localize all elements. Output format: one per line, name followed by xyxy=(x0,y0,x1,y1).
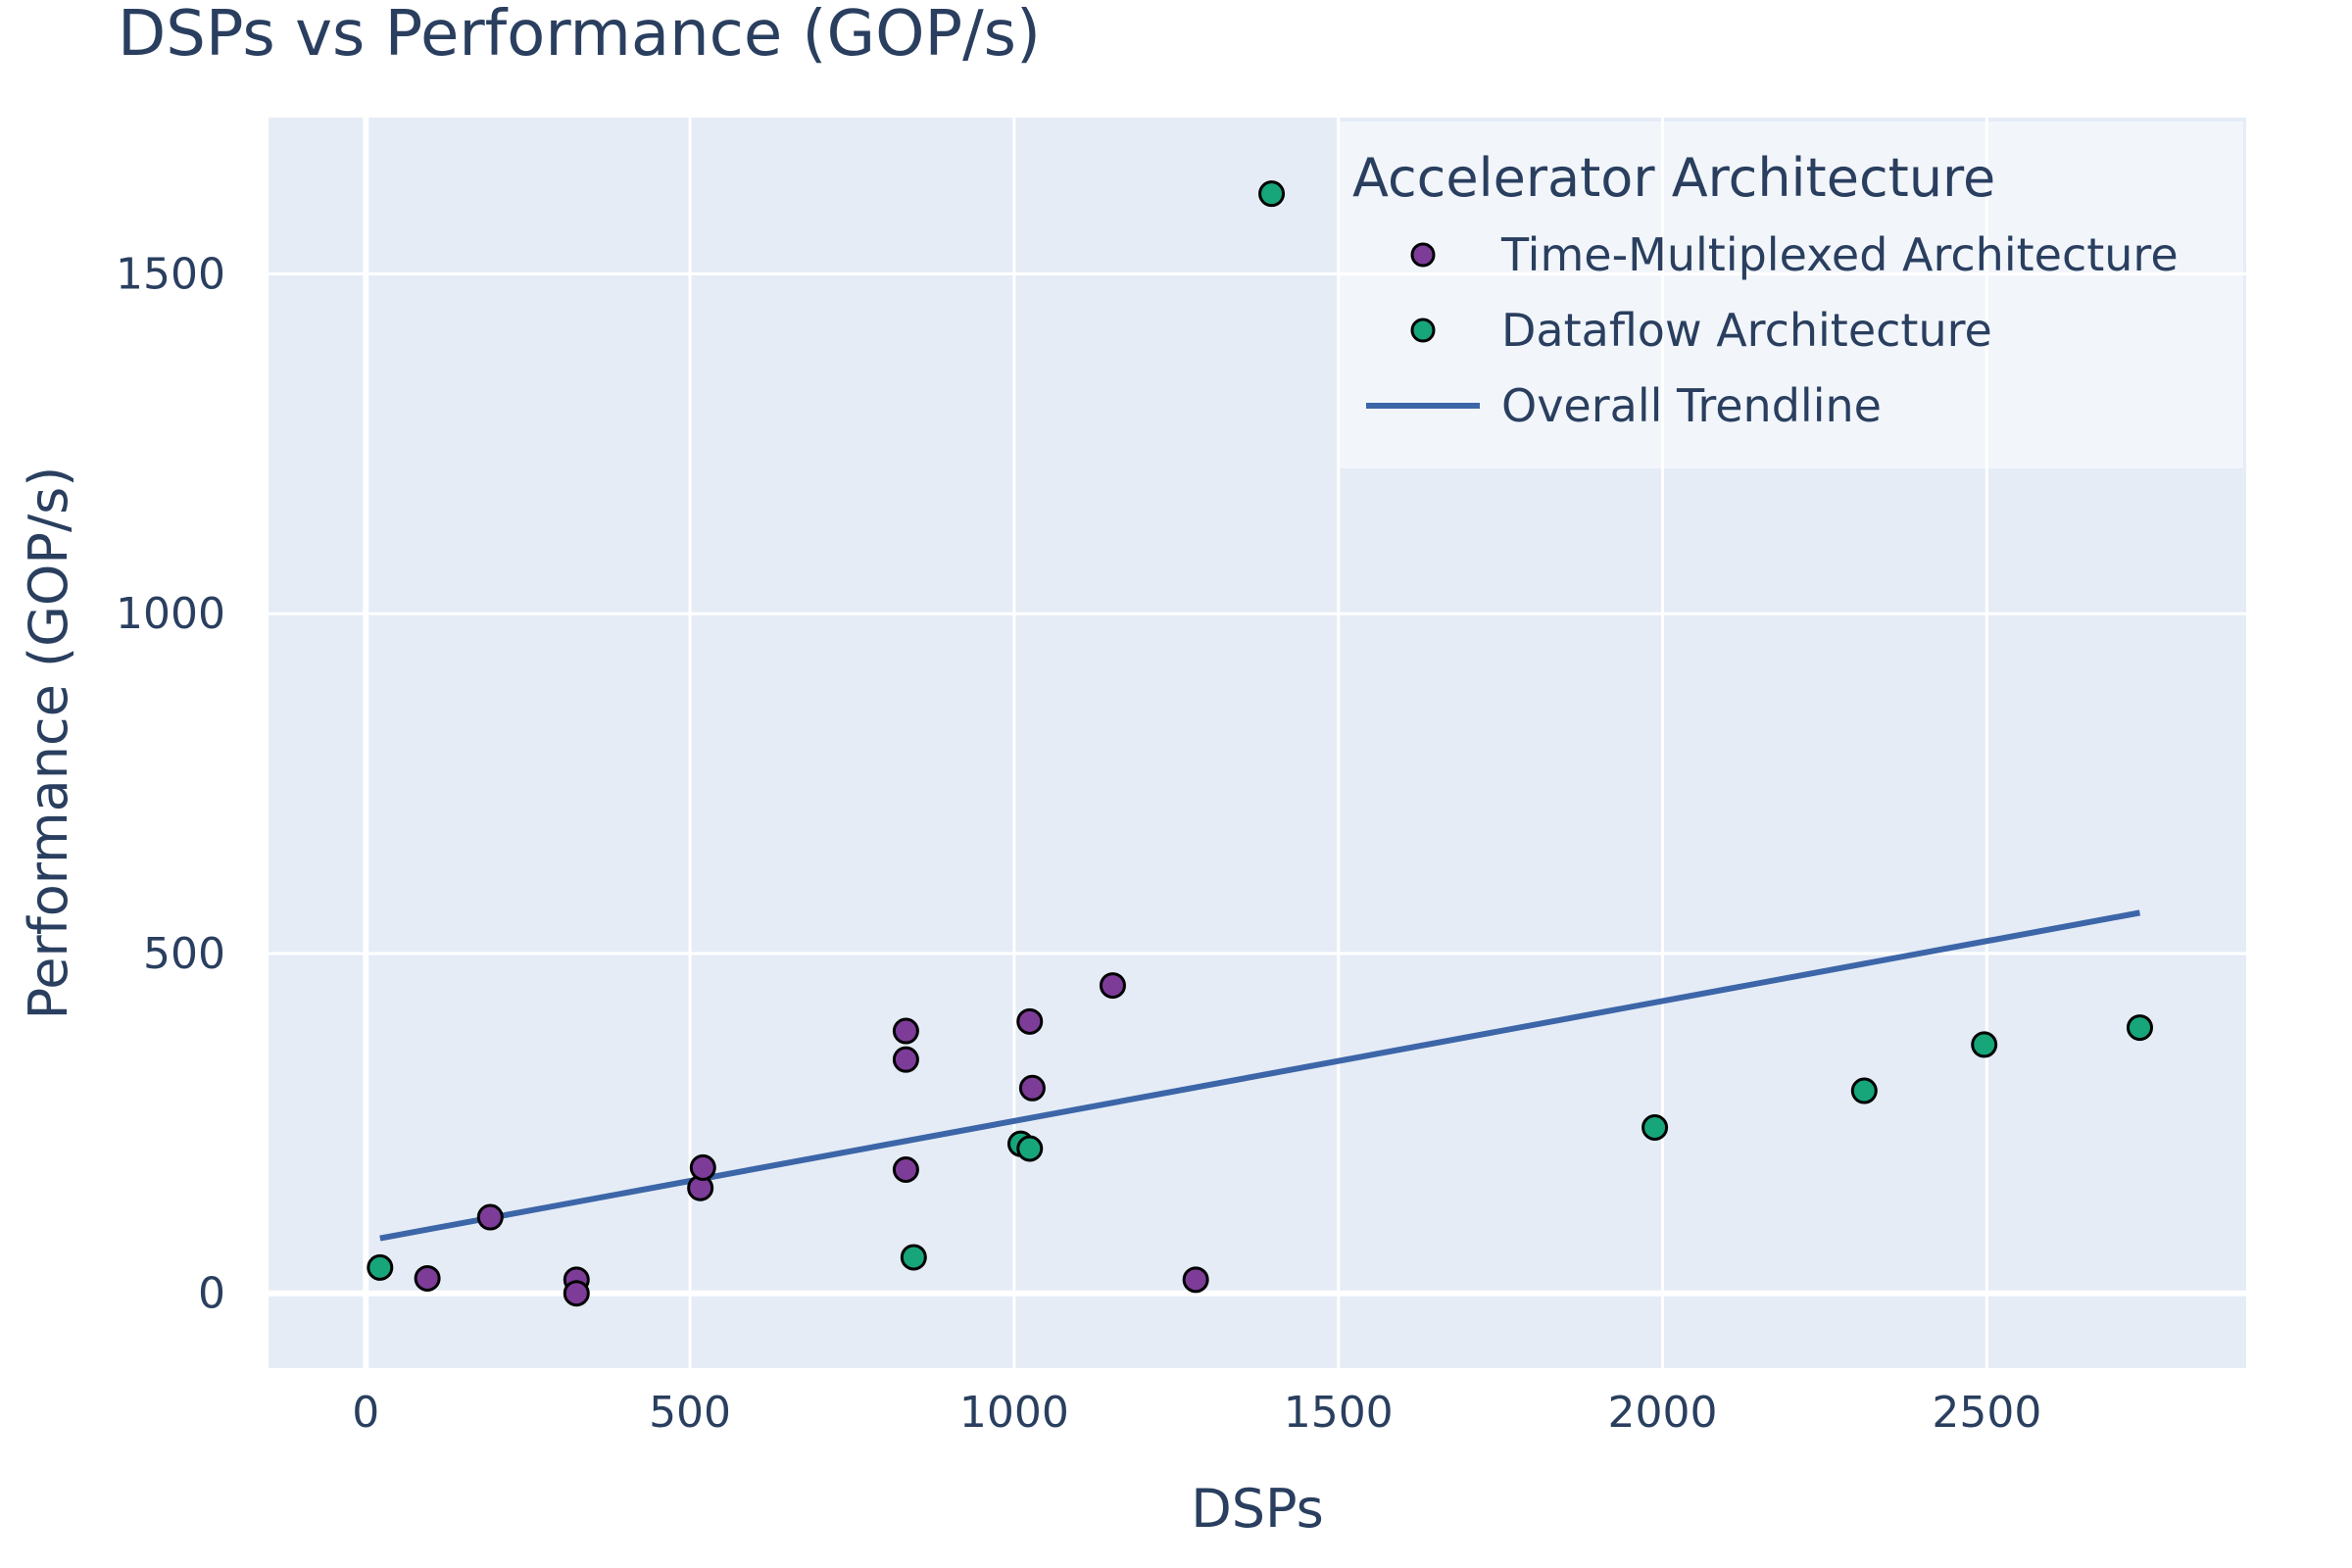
legend-title: Accelerator Architecture xyxy=(1352,147,1995,209)
data-point-time-multiplexed[interactable] xyxy=(563,1280,590,1307)
legend-label-dataflow[interactable]: Dataflow Architecture xyxy=(1501,304,1992,357)
trendline-layer xyxy=(379,909,2141,1242)
data-point-time-multiplexed[interactable] xyxy=(892,1156,919,1184)
y-tick-label: 500 xyxy=(143,929,225,979)
legend-label-time-multiplexed[interactable]: Time-Multiplexed Architecture xyxy=(1500,228,2179,281)
data-point-dataflow[interactable] xyxy=(1971,1031,1998,1058)
y-axis-ticks: 0 500 1000 1500 xyxy=(116,250,225,1319)
data-point-time-multiplexed[interactable] xyxy=(1018,1074,1046,1102)
data-point-time-multiplexed[interactable] xyxy=(1182,1266,1209,1294)
data-point-time-multiplexed[interactable] xyxy=(892,1017,919,1045)
x-axis-ticks: 0 500 1000 1500 2000 2500 xyxy=(352,1388,2041,1438)
y-tick-label: 0 xyxy=(198,1269,225,1319)
x-tick-label: 2500 xyxy=(1932,1388,2041,1438)
x-tick-label: 1500 xyxy=(1284,1388,1394,1438)
legend[interactable]: Accelerator Architecture Time-Multiplexe… xyxy=(1340,122,2243,468)
trendline[interactable] xyxy=(379,909,2141,1242)
legend-label-trendline[interactable]: Overall Trendline xyxy=(1501,379,1882,432)
data-point-dataflow[interactable] xyxy=(900,1244,927,1271)
y-tick-label: 1000 xyxy=(116,589,225,639)
chart-title: DSPs vs Performance (GOP/s) xyxy=(118,0,1041,71)
data-point-time-multiplexed[interactable] xyxy=(1099,972,1126,1000)
legend-marker-time-multiplexed xyxy=(1410,242,1436,268)
data-point-time-multiplexed[interactable] xyxy=(414,1264,441,1292)
data-point-time-multiplexed[interactable] xyxy=(689,1153,716,1181)
x-axis-title: DSPs xyxy=(1191,1478,1324,1540)
y-tick-label: 1500 xyxy=(116,250,225,300)
data-point-time-multiplexed[interactable] xyxy=(892,1046,919,1073)
y-axis-title: Performance (GOP/s) xyxy=(18,466,79,1020)
data-point-dataflow[interactable] xyxy=(1850,1077,1878,1104)
x-tick-label: 2000 xyxy=(1608,1388,1718,1438)
x-tick-label: 1000 xyxy=(959,1388,1069,1438)
x-tick-label: 500 xyxy=(649,1388,731,1438)
data-point-dataflow[interactable] xyxy=(1258,180,1286,208)
data-point-time-multiplexed[interactable] xyxy=(476,1203,504,1231)
data-point-dataflow[interactable] xyxy=(367,1253,394,1281)
legend-marker-dataflow xyxy=(1410,318,1436,343)
data-point-time-multiplexed[interactable] xyxy=(1016,1007,1044,1035)
x-tick-label: 0 xyxy=(352,1388,379,1438)
legend-background xyxy=(1340,122,2243,468)
data-point-dataflow[interactable] xyxy=(1642,1114,1669,1142)
points-layer xyxy=(367,180,2153,1307)
data-point-dataflow[interactable] xyxy=(1016,1135,1044,1162)
data-point-dataflow[interactable] xyxy=(2126,1014,2153,1042)
